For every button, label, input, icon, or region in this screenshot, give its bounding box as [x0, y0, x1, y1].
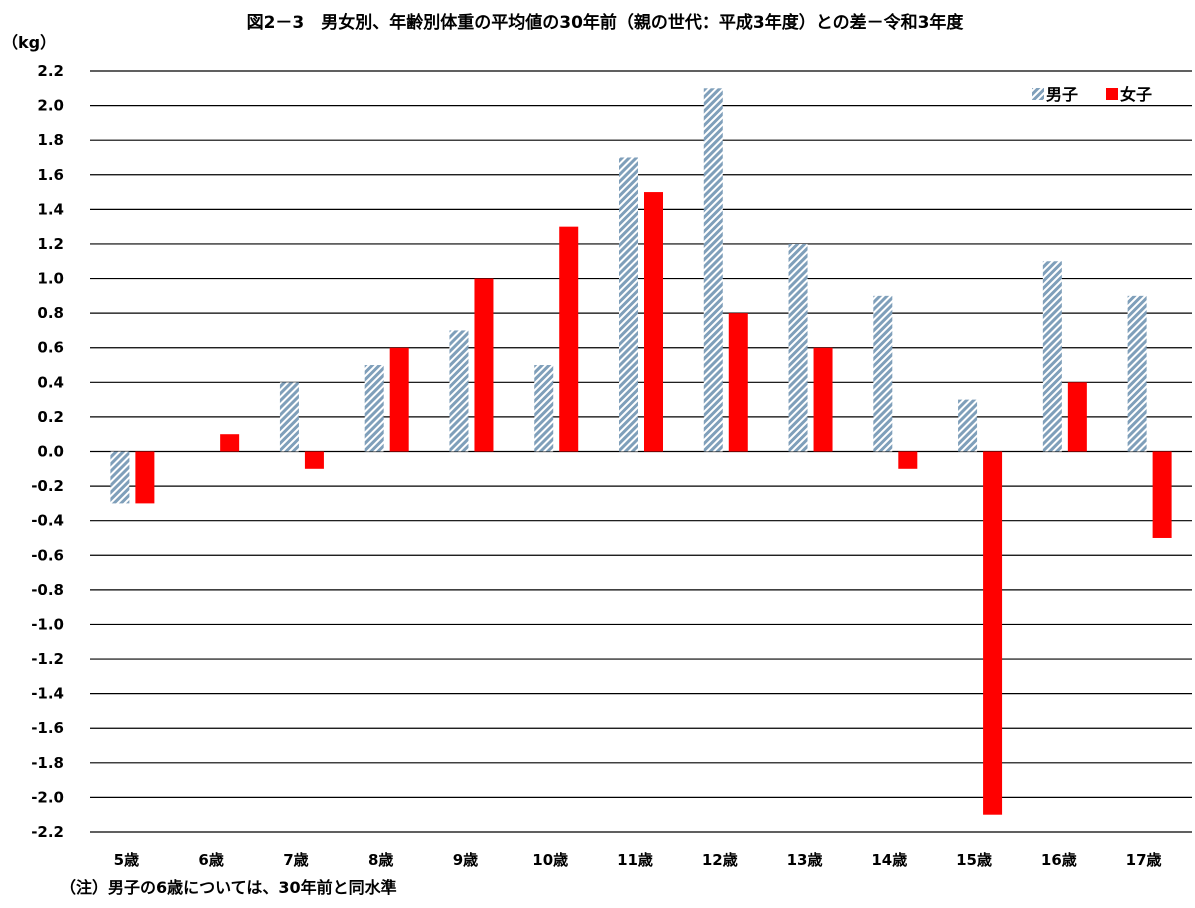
y-tick-label: 1.6	[37, 166, 64, 184]
y-tick-label: -2.2	[31, 823, 64, 841]
y-tick-label: 0.6	[37, 339, 64, 357]
bar-male	[534, 365, 554, 452]
bar-male	[958, 399, 978, 452]
bar-female	[135, 451, 155, 504]
y-tick-label: -2.0	[31, 788, 64, 806]
x-tick-label: 13歳	[787, 851, 823, 869]
bar-female	[813, 347, 833, 452]
bar-female	[1067, 382, 1087, 452]
y-tick-label: -0.2	[31, 477, 64, 495]
y-tick-label: 0.8	[37, 304, 64, 322]
bar-male	[703, 88, 723, 452]
bar-male	[110, 451, 130, 504]
footnote: （注）男子の6歳については、30年前と同水準	[60, 878, 397, 897]
x-tick-label: 12歳	[702, 851, 738, 869]
bar-female	[220, 434, 240, 452]
y-tick-labels: 2.2 2.0 1.8 1.6 1.4 1.2 1.0 0.8 0.6 0.4 0.2 0.0 -0.2…	[31, 62, 64, 841]
x-tick-label: 17歳	[1126, 851, 1162, 869]
y-tick-label: -1.2	[31, 650, 64, 668]
x-tick-label: 14歳	[871, 851, 907, 869]
bar-female	[983, 451, 1003, 815]
bar-female	[559, 226, 579, 452]
x-tick-label: 11歳	[617, 851, 653, 869]
y-tick-label: 0.2	[37, 408, 64, 426]
bar-male	[873, 295, 893, 452]
bar-female	[728, 313, 748, 452]
bar-male	[1042, 261, 1062, 452]
bar-female	[644, 192, 663, 452]
bar-male	[1127, 295, 1147, 452]
bar-female	[304, 451, 324, 469]
legend-label-male: 男子	[1046, 85, 1078, 104]
bar-female	[898, 451, 918, 469]
x-tick-label: 5歳	[114, 851, 139, 869]
x-tick-label: 15歳	[956, 851, 992, 869]
bar-male	[619, 157, 638, 452]
legend-swatch-female	[1106, 88, 1118, 100]
x-tick-label: 16歳	[1041, 851, 1077, 869]
legend-label-female: 女子	[1120, 85, 1152, 104]
y-tick-label: -0.4	[31, 512, 64, 530]
bar-male	[279, 382, 299, 452]
x-tick-labels: 5歳 6歳 7歳 8歳 9歳 10歳 11歳 12歳 13歳 14歳 15歳 16歳 17歳	[114, 851, 1162, 869]
legend: 男子 女子	[1032, 85, 1152, 104]
y-tick-label: 0.0	[37, 443, 64, 461]
bar-male	[449, 330, 469, 452]
y-tick-label: -1.6	[31, 719, 64, 737]
x-tick-label: 8歳	[368, 851, 393, 869]
y-tick-label: -0.8	[31, 581, 64, 599]
y-tick-label: 1.2	[37, 235, 64, 253]
bars	[110, 88, 1172, 815]
y-tick-label: -0.6	[31, 546, 64, 564]
y-tick-label: -1.4	[31, 685, 64, 703]
y-tick-label: 1.0	[37, 270, 64, 288]
y-tick-label: 0.4	[37, 373, 64, 391]
legend-swatch-male	[1032, 88, 1044, 100]
y-tick-label: 2.0	[37, 97, 64, 115]
gridlines	[90, 70, 1192, 833]
chart-title: 図2－3 男女別、年齢別体重の平均値の30年前（親の世代：平成3年度）との差－令…	[247, 12, 965, 33]
y-tick-label: -1.8	[31, 754, 64, 772]
x-tick-label: 7歳	[283, 851, 308, 869]
y-tick-label: 2.2	[37, 62, 64, 80]
y-axis-unit: （kg）	[2, 33, 56, 52]
y-tick-label: 1.8	[37, 131, 64, 149]
bar-male	[364, 365, 384, 452]
y-tick-label: 1.4	[37, 200, 64, 218]
x-tick-label: 9歳	[453, 851, 478, 869]
x-tick-label: 10歳	[532, 851, 568, 869]
bar-female	[389, 347, 409, 452]
y-tick-label: -1.0	[31, 615, 64, 633]
x-tick-label: 6歳	[198, 851, 223, 869]
bar-female	[1152, 451, 1172, 538]
bar-male	[788, 243, 808, 452]
bar-female	[474, 278, 494, 452]
